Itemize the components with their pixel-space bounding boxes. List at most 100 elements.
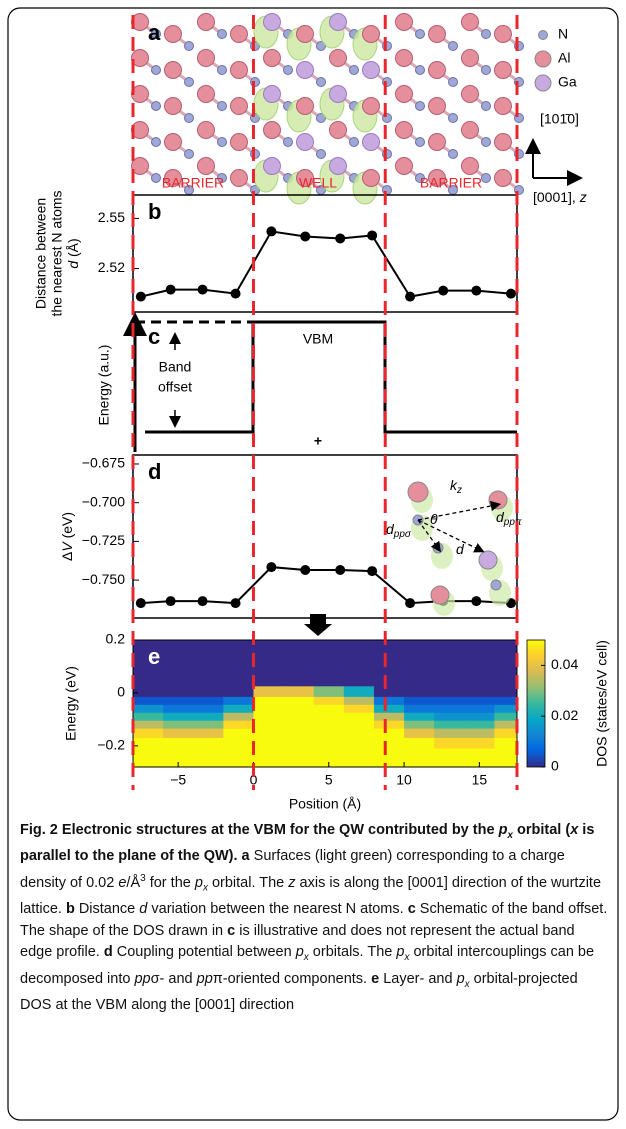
y-axis-part: Δ — [59, 552, 75, 561]
inset-label-part: θ — [430, 511, 438, 527]
caption-text: x — [202, 882, 208, 894]
heatmap-cell — [193, 696, 224, 706]
y-axis-label: ΔV (eV) — [59, 512, 75, 561]
y-tick-label: 2.52 — [98, 259, 125, 275]
ga-atom — [263, 157, 281, 175]
caption-text: b — [65, 901, 75, 918]
heatmap-cell — [343, 666, 375, 687]
heatmap-cell — [434, 640, 465, 667]
caption-text: is parallel to the plane of the QW). — [20, 822, 595, 865]
legend-label: N — [558, 26, 568, 42]
n-atom — [448, 41, 458, 51]
heatmap-cell — [373, 666, 405, 687]
al-atom — [164, 25, 182, 43]
heatmap-cell — [283, 686, 315, 698]
band-offset: offset — [158, 379, 192, 395]
heatmap-cell — [253, 748, 285, 759]
n-atom — [184, 149, 194, 159]
data-point — [266, 226, 277, 237]
al-atom — [395, 121, 413, 139]
panel-label: a — [148, 20, 161, 45]
caption-text: π-oriented components. — [212, 970, 372, 987]
inset-label: dppπ — [496, 509, 522, 528]
inset-label: kz — [450, 477, 462, 496]
heatmap-cell — [313, 737, 345, 749]
heatmap-cell — [193, 666, 224, 687]
heatmap-cell — [313, 704, 345, 714]
al-atom — [230, 133, 248, 151]
y-axis-label: Energy (eV) — [63, 666, 79, 741]
heatmap-cell — [343, 737, 375, 749]
data-point — [266, 562, 277, 573]
inset-atom — [490, 579, 502, 591]
n-atom — [217, 65, 227, 75]
colorbar-tick-label: 0.02 — [551, 707, 578, 723]
caption-text: /Å — [126, 874, 141, 891]
y-tick-label: 0 — [117, 684, 125, 700]
heatmap-cell — [494, 720, 518, 730]
al-atom — [230, 97, 248, 115]
y-tick-label: −0.700 — [82, 493, 125, 509]
x-tick-label: 5 — [325, 772, 333, 788]
heatmap-cell — [223, 704, 254, 714]
heatmap-cell — [404, 666, 435, 687]
data-point — [165, 284, 176, 295]
inset-label-part: ppσ — [393, 529, 412, 540]
heatmap-cell — [223, 712, 254, 722]
heatmap-cell — [434, 737, 465, 749]
direction-label: [101̄0] — [540, 111, 579, 127]
al-atom — [494, 169, 512, 187]
legend-marker — [534, 50, 552, 68]
ga-atom — [296, 61, 314, 79]
heatmap-cell — [133, 666, 164, 687]
heatmap-cell — [404, 720, 435, 730]
heatmap-cell — [163, 712, 194, 722]
ga-atom — [296, 133, 314, 151]
caption-text: orbital intercouplings can be decomposed… — [20, 944, 595, 987]
data-line — [140, 230, 512, 298]
al-atom — [461, 157, 479, 175]
vbm-label: VBM — [303, 331, 333, 347]
al-atom — [230, 25, 248, 43]
al-atom — [494, 133, 512, 151]
heatmap-cell — [193, 686, 224, 698]
legend-marker — [534, 74, 552, 92]
heatmap-cell — [253, 757, 285, 768]
heatmap-cell — [133, 704, 164, 714]
heatmap-cell — [343, 748, 375, 759]
caption-text: is illustrative and does not represent t… — [20, 922, 575, 961]
al-atom — [494, 97, 512, 115]
heatmap-cell — [373, 704, 405, 714]
al-atom — [461, 85, 479, 103]
heatmap-cell — [223, 720, 254, 730]
heatmap-cell — [464, 737, 495, 749]
al-atom — [428, 133, 446, 151]
al-atom — [428, 25, 446, 43]
heatmap-cell — [343, 712, 375, 722]
n-atom — [448, 149, 458, 159]
heatmap-cell — [494, 737, 518, 749]
al-atom — [395, 13, 413, 31]
heatmap-cell — [253, 728, 285, 739]
data-point — [300, 231, 311, 242]
heatmap-cell — [133, 712, 164, 722]
heatmap-cell — [404, 696, 435, 706]
heatmap-cell — [253, 720, 285, 730]
heatmap-cell — [343, 696, 375, 706]
region-label: BARRIER — [420, 175, 482, 191]
heatmap-cell — [253, 712, 285, 722]
n-atom — [415, 137, 425, 147]
al-atom — [395, 157, 413, 175]
al-atom — [428, 97, 446, 115]
n-atom — [217, 29, 227, 39]
heatmap-cell — [283, 696, 315, 706]
heatmap-cell — [133, 720, 164, 730]
heatmap-cell — [223, 666, 254, 687]
al-atom — [395, 49, 413, 67]
n-atom — [481, 137, 491, 147]
heatmap-cell — [404, 640, 435, 667]
legend-label: Ga — [558, 74, 577, 90]
caption-text: Fig. 2 Electronic structures at the VBM … — [20, 822, 499, 838]
atom-structure — [131, 13, 524, 205]
heatmap-cell — [253, 737, 285, 749]
